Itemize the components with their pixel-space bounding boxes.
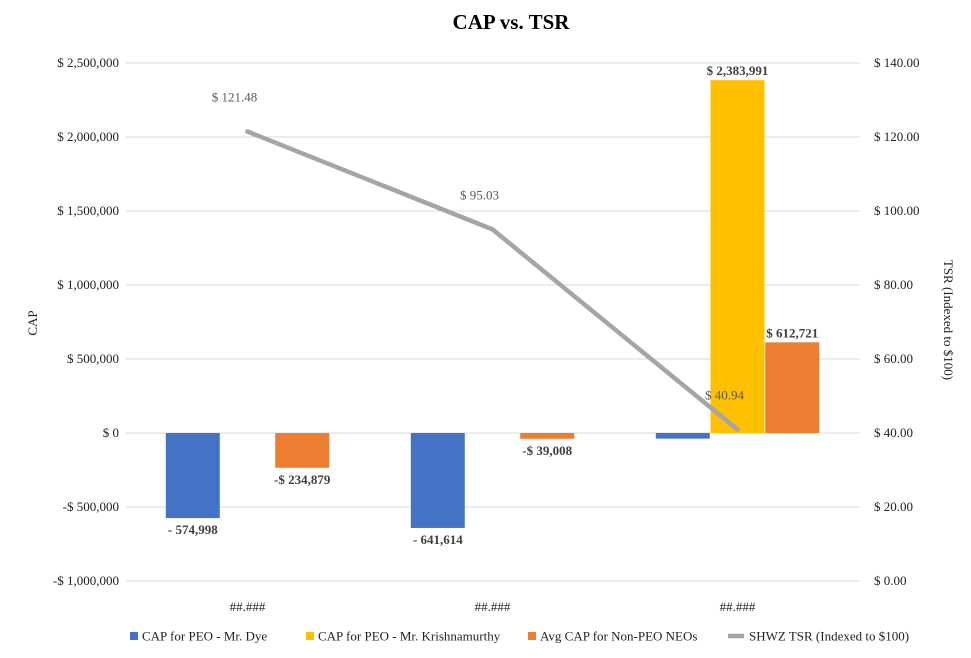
legend-label: SHWZ TSR (Indexed to $100) xyxy=(749,629,909,644)
y-tick-label: $ 0 xyxy=(103,425,119,440)
bar xyxy=(710,80,765,433)
y2-tick-label: $ 100.00 xyxy=(874,203,920,218)
bar-data-label: - 641,614 xyxy=(413,532,463,547)
y-tick-label: -$ 500,000 xyxy=(63,499,119,514)
bar xyxy=(655,433,710,439)
x-tick-label: ##.### xyxy=(475,599,511,614)
axes: $ 2,500,000 $ 2,000,000 $ 1,500,000 $ 1,000… xyxy=(53,55,920,614)
y2-axis-title: TSR (Indexed to $100) xyxy=(941,260,956,380)
y2-tick-label: $ 80.00 xyxy=(874,277,913,292)
x-tick-label: ##.### xyxy=(230,599,266,614)
bar-data-label: - 574,998 xyxy=(168,522,218,537)
legend-swatch xyxy=(306,632,314,640)
y-tick-label: -$ 1,000,000 xyxy=(53,573,119,588)
legend-swatch xyxy=(130,632,138,640)
bar xyxy=(275,433,330,468)
bars xyxy=(165,80,820,528)
legend-label: Avg CAP for Non-PEO NEOs xyxy=(540,629,697,644)
y2-tick-label: $ 60.00 xyxy=(874,351,913,366)
legend-label: CAP for PEO - Mr. Dye xyxy=(142,629,267,644)
y2-tick-label: $ 20.00 xyxy=(874,499,913,514)
y-tick-label: $ 2,500,000 xyxy=(57,55,119,70)
bar-data-label: $ 612,721 xyxy=(766,325,818,340)
tsr-data-label: $ 121.48 xyxy=(212,90,258,105)
bar-data-label: $ 2,383,991 xyxy=(707,63,769,78)
tsr-point xyxy=(245,129,250,134)
bar xyxy=(765,342,820,433)
y-tick-label: $ 2,000,000 xyxy=(57,129,119,144)
tsr-point xyxy=(735,427,740,432)
legend-label: CAP for PEO - Mr. Krishnamurthy xyxy=(318,629,501,644)
legend: CAP for PEO - Mr. Dye CAP for PEO - Mr. K… xyxy=(130,629,909,644)
legend-swatch xyxy=(528,632,536,640)
y2-tick-label: $ 0.00 xyxy=(874,573,907,588)
tsr-line-layer xyxy=(245,129,740,432)
chart-title: CAP vs. TSR xyxy=(453,10,571,34)
gridlines xyxy=(125,62,860,582)
y2-tick-label: $ 140.00 xyxy=(874,55,920,70)
bar xyxy=(520,433,575,439)
y2-tick-label: $ 40.00 xyxy=(874,425,913,440)
y-axis-title: CAP xyxy=(25,310,40,335)
tsr-data-label: $ 95.03 xyxy=(460,187,499,202)
bar-data-label: -$ 234,879 xyxy=(274,472,331,487)
tsr-line xyxy=(245,129,740,432)
tsr-data-label: $ 40.94 xyxy=(705,388,745,403)
y-tick-label: $ 1,500,000 xyxy=(57,203,119,218)
x-tick-label: ##.### xyxy=(720,599,756,614)
data-labels: - 574,998 - 641,614 $ 2,383,991 -$ 234,879 -… xyxy=(168,63,818,547)
bar xyxy=(410,433,465,528)
bar xyxy=(165,433,220,519)
y-tick-label: $ 1,000,000 xyxy=(57,277,119,292)
y2-tick-label: $ 120.00 xyxy=(874,129,920,144)
y-tick-label: $ 500,000 xyxy=(67,351,119,366)
tsr-point xyxy=(490,227,495,232)
bar-data-label: -$ 39,008 xyxy=(522,443,572,458)
